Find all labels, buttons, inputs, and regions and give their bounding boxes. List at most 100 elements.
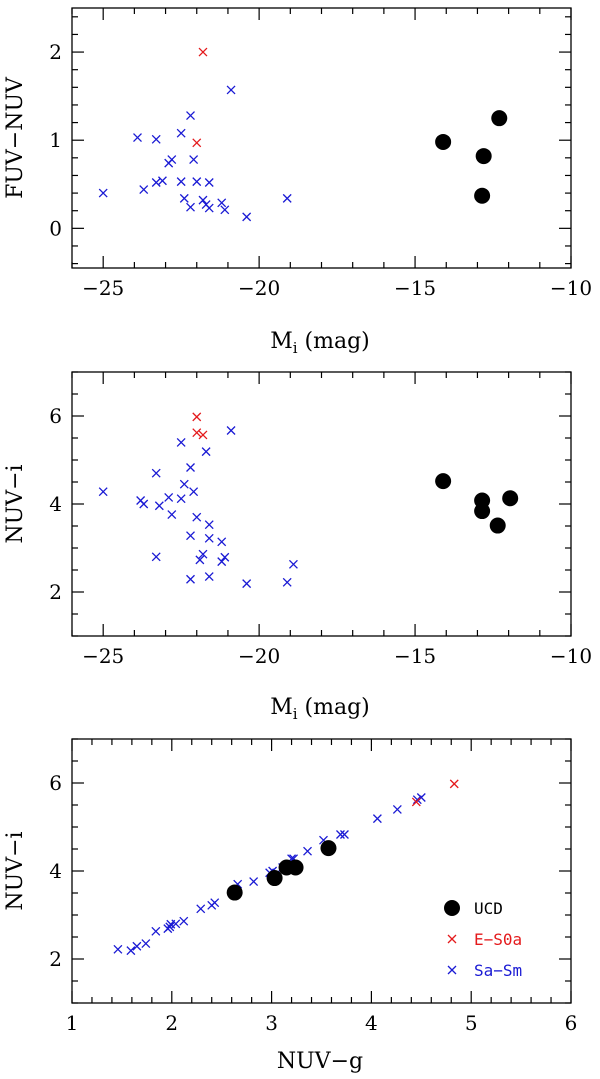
sa-sm-point: [226, 426, 236, 435]
e-s0a-point: [411, 797, 421, 807]
sa-sm-point: [186, 531, 195, 541]
x-tick-label: 6: [565, 1011, 578, 1035]
sa-sm-point: [176, 437, 186, 447]
y-axis-label: FUV−NUV: [3, 76, 28, 199]
sa-sm-point: [139, 499, 149, 509]
sa-sm-point: [339, 830, 349, 839]
ucd-point: [435, 133, 452, 150]
tick-labels: −25 −20 −15 −10 2 4 6: [49, 404, 592, 668]
sa-sm-point: [288, 559, 298, 569]
sa-sm-point: [113, 944, 123, 954]
sa-sm-point: [132, 941, 142, 951]
sa-sm-point: [195, 555, 205, 565]
sa-sm-point: [217, 537, 227, 547]
e-s0a-point: [192, 412, 202, 422]
sa-sm-point: [98, 188, 108, 198]
y-tick-label: 2: [49, 580, 62, 604]
tick-labels: 1 2 3 4 5 6 2 4 6: [49, 771, 577, 1035]
sa-sm-point: [126, 946, 136, 956]
sa-sm-point: [249, 877, 259, 887]
sa-sm-point: [176, 177, 186, 187]
sa-sm-point: [133, 133, 142, 143]
e-s0a-point: [192, 428, 202, 438]
e-s0a-point: [449, 779, 459, 789]
sa-sm-point: [217, 557, 227, 567]
sa-sm-point: [186, 574, 195, 584]
x-axis-label: Mi (mag): [270, 329, 370, 357]
legend-marker-ucd: [444, 900, 460, 916]
y-tick-label: 1: [49, 128, 62, 152]
sa-sm-point: [151, 178, 161, 187]
sa-sm-point: [372, 814, 382, 824]
panel-nuv-i-vs-mi: −25 −20 −15 −10 2 4 6 Mi (mag) NUV−i: [3, 371, 592, 723]
ucd-point: [320, 840, 337, 857]
y-axis-label: NUV−i: [3, 831, 28, 910]
sa-sm-point: [189, 487, 199, 497]
panel-fuv-nuv-vs-mi: −25 −20 −15 −10 0 1 2 Mi (mag) FUV−NUV: [3, 7, 592, 357]
legend-label-ucd: UCD: [474, 899, 503, 918]
plot-frame: [71, 7, 572, 269]
sa-sm-point: [179, 193, 189, 203]
sa-sm-point: [165, 922, 175, 932]
sa-sm-point: [201, 447, 211, 457]
sa-sm-point: [179, 479, 189, 489]
sa-sm-point: [242, 212, 252, 222]
e-s0a-point: [198, 430, 208, 440]
sa-sm-point: [167, 510, 177, 520]
sa-sm-point: [336, 830, 345, 839]
ticks: [71, 371, 572, 637]
sa-sm-point: [176, 494, 186, 504]
x-tick-label: 3: [265, 1011, 278, 1035]
sa-sm-point: [151, 926, 161, 936]
sa-sm-point: [392, 804, 402, 814]
ucd-point: [266, 870, 283, 887]
ticks: [71, 738, 572, 1004]
y-tick-label: 0: [49, 216, 62, 240]
sa-sm-point: [204, 572, 214, 582]
ucd-point: [287, 859, 304, 876]
sa-sm-point: [210, 898, 220, 908]
x-tick-label: 2: [165, 1011, 178, 1035]
sa-sm-point: [179, 916, 189, 926]
y-tick-label: 6: [49, 404, 62, 428]
legend-marker-sa-sm: [447, 965, 457, 975]
x-tick-label: −15: [394, 644, 436, 668]
sa-sm-point: [204, 520, 214, 530]
ticks: [71, 8, 572, 268]
sa-sm-point: [151, 552, 161, 562]
sa-sm-point: [189, 155, 199, 165]
sa-sm-point: [198, 195, 208, 205]
sa-sm-point: [154, 501, 164, 511]
sa-sm-point: [282, 193, 292, 203]
ucd-point: [489, 517, 506, 534]
ucd-point: [502, 490, 519, 507]
legend: UCD E−S0a Sa−Sm: [444, 899, 522, 980]
y-axis-label: NUV−i: [3, 464, 28, 543]
panel-nuv-i-vs-nuv-g: 1 2 3 4 5 6 2 4 6 NUV−g NUV−i UCD E−S0a Sa−Sm: [3, 738, 577, 1074]
legend-item-sa-sm: Sa−Sm: [447, 961, 522, 980]
sa-sm-point: [139, 185, 149, 195]
e-s0a-point: [192, 138, 202, 148]
ucd-point: [475, 148, 492, 165]
e-s0a-point: [198, 47, 208, 57]
sa-sm-point: [282, 577, 292, 587]
sa-sm-point: [204, 533, 214, 543]
sa-sm-point: [186, 111, 195, 120]
x-tick-label: −10: [550, 276, 592, 300]
x-tick-label: 4: [365, 1011, 378, 1035]
x-tick-label: −25: [82, 644, 124, 668]
sa-sm-point: [141, 939, 151, 949]
sa-sm-point: [151, 134, 161, 144]
legend-label-sa-sm: Sa−Sm: [474, 961, 522, 980]
data-points: [113, 779, 459, 956]
sa-sm-point: [171, 919, 181, 929]
sa-sm-point: [220, 552, 230, 562]
ucd-point: [474, 187, 491, 204]
x-tick-label: −15: [394, 276, 436, 300]
x-tick-label: 5: [465, 1011, 478, 1035]
x-tick-label: −20: [238, 644, 280, 668]
ucd-point: [491, 110, 508, 127]
plot-frame: [71, 371, 572, 637]
x-tick-label: −25: [82, 276, 124, 300]
legend-item-e-s0a: E−S0a: [447, 930, 522, 949]
